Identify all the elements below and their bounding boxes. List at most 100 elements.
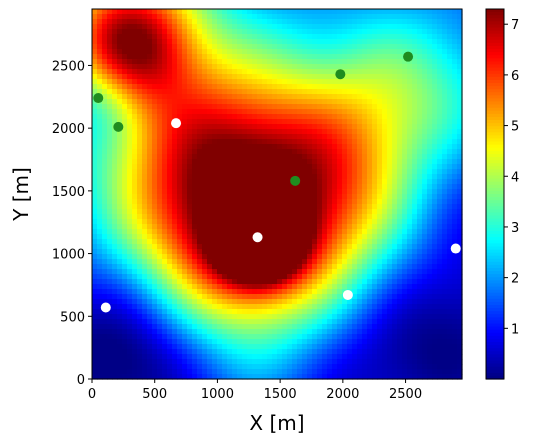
heatmap-cell	[242, 9, 248, 15]
heatmap-cell	[137, 184, 143, 190]
heatmap-cell	[397, 279, 403, 285]
heatmap-cell	[252, 94, 258, 100]
heatmap-cell	[292, 149, 298, 155]
heatmap-cell	[107, 194, 113, 200]
heatmap-cell	[112, 19, 118, 25]
heatmap-cell	[227, 249, 233, 255]
heatmap-cell	[422, 329, 428, 335]
heatmap-cell	[342, 134, 348, 140]
heatmap-cell	[342, 114, 348, 120]
heatmap-cell	[317, 89, 323, 95]
heatmap-cell	[302, 24, 308, 30]
heatmap-cell	[412, 289, 418, 295]
heatmap-cell	[312, 354, 318, 360]
heatmap-cell	[422, 54, 428, 60]
heatmap-cell	[347, 114, 353, 120]
heatmap-cell	[317, 234, 323, 240]
heatmap-cell	[202, 164, 208, 170]
heatmap-cell	[167, 359, 173, 365]
heatmap-cell	[402, 194, 408, 200]
heatmap-cell	[312, 139, 318, 145]
heatmap-cell	[297, 344, 303, 350]
heatmap-cell	[232, 289, 238, 295]
heatmap-cell	[162, 219, 168, 225]
heatmap-cell	[117, 104, 123, 110]
heatmap-cell	[257, 209, 263, 215]
heatmap-cell	[327, 369, 333, 375]
heatmap-cell	[127, 169, 133, 175]
heatmap-cell	[112, 174, 118, 180]
heatmap-cell	[197, 164, 203, 170]
heatmap-cell	[322, 49, 328, 55]
heatmap-cell	[152, 364, 158, 370]
heatmap-cell	[397, 79, 403, 85]
heatmap-cell	[317, 59, 323, 65]
heatmap-cell	[232, 269, 238, 275]
heatmap-cell	[282, 179, 288, 185]
heatmap-cell	[327, 94, 333, 100]
heatmap-cell	[372, 14, 378, 20]
heatmap-cell	[157, 349, 163, 355]
heatmap-cell	[402, 34, 408, 40]
heatmap-cell	[97, 149, 103, 155]
heatmap-cell	[202, 54, 208, 60]
heatmap-cell	[142, 229, 148, 235]
heatmap-cell	[392, 119, 398, 125]
heatmap-cell	[222, 269, 228, 275]
heatmap-cell	[342, 24, 348, 30]
heatmap-cell	[342, 354, 348, 360]
heatmap-cell	[257, 164, 263, 170]
heatmap-cell	[397, 214, 403, 220]
heatmap-cell	[422, 109, 428, 115]
heatmap-cell	[212, 64, 218, 70]
heatmap-cell	[177, 29, 183, 35]
heatmap-cell	[112, 209, 118, 215]
heatmap-cell	[337, 229, 343, 235]
heatmap-cell	[232, 279, 238, 285]
heatmap-cell	[207, 224, 213, 230]
heatmap-cell	[242, 369, 248, 375]
heatmap-cell	[122, 104, 128, 110]
heatmap-cell	[427, 119, 433, 125]
heatmap-cell	[167, 234, 173, 240]
heatmap-cell	[97, 364, 103, 370]
heatmap-cell	[387, 354, 393, 360]
heatmap-cell	[282, 189, 288, 195]
heatmap-cell	[107, 214, 113, 220]
heatmap-cell	[202, 304, 208, 310]
heatmap-cell	[142, 334, 148, 340]
heatmap-cell	[392, 124, 398, 130]
heatmap-cell	[302, 104, 308, 110]
heatmap-cell	[412, 24, 418, 30]
heatmap-cell	[417, 374, 423, 380]
heatmap-cell	[107, 159, 113, 165]
heatmap-cell	[387, 294, 393, 300]
heatmap-cell	[312, 44, 318, 50]
heatmap-cell	[377, 304, 383, 310]
heatmap-cell	[107, 14, 113, 20]
heatmap-cell	[292, 84, 298, 90]
heatmap-cell	[192, 269, 198, 275]
heatmap-cell	[222, 224, 228, 230]
heatmap-cell	[237, 214, 243, 220]
heatmap-cell	[172, 189, 178, 195]
heatmap-cell	[92, 189, 98, 195]
heatmap-cell	[182, 49, 188, 55]
heatmap-cell	[202, 134, 208, 140]
heatmap-cell	[347, 139, 353, 145]
heatmap-cell	[177, 59, 183, 65]
heatmap-cell	[362, 349, 368, 355]
heatmap-cell	[372, 69, 378, 75]
heatmap-cell	[212, 324, 218, 330]
heatmap-cell	[332, 209, 338, 215]
heatmap-cell	[162, 359, 168, 365]
heatmap-cell	[207, 334, 213, 340]
heatmap-cell	[157, 279, 163, 285]
heatmap-cell	[117, 324, 123, 330]
heatmap-cell	[262, 179, 268, 185]
heatmap-cell	[177, 244, 183, 250]
heatmap-cell	[302, 179, 308, 185]
heatmap-cell	[387, 374, 393, 380]
heatmap-cell	[417, 39, 423, 45]
heatmap-cell	[212, 359, 218, 365]
